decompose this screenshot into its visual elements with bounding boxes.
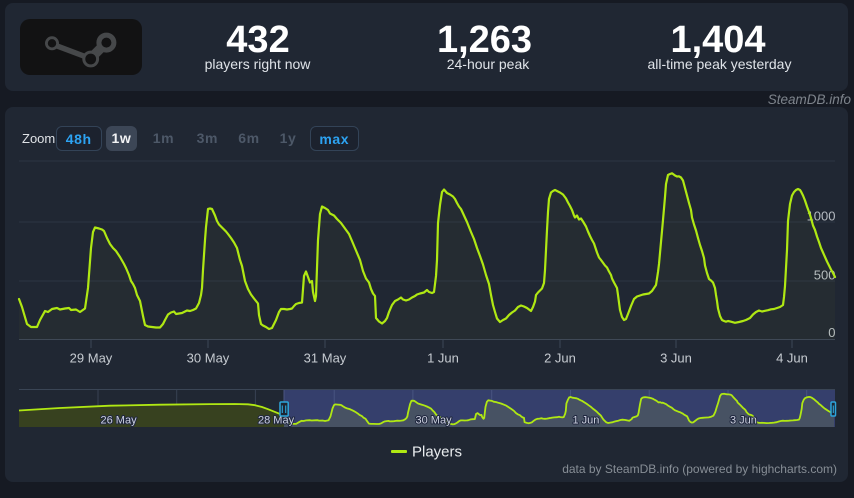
svg-text:31 May: 31 May (304, 351, 347, 366)
svg-text:28 May: 28 May (258, 415, 295, 427)
svg-text:29 May: 29 May (70, 351, 113, 366)
svg-text:1 Jun: 1 Jun (427, 351, 459, 366)
svg-text:0: 0 (828, 325, 835, 340)
svg-text:26 May: 26 May (101, 415, 138, 427)
svg-text:30 May: 30 May (416, 415, 453, 427)
svg-text:1 Jun: 1 Jun (573, 415, 600, 427)
svg-text:3 Jun: 3 Jun (730, 415, 757, 427)
svg-text:3 Jun: 3 Jun (660, 351, 692, 366)
svg-text:2 Jun: 2 Jun (544, 351, 576, 366)
svg-text:30 May: 30 May (187, 351, 230, 366)
svg-text:1000: 1000 (807, 209, 836, 224)
svg-text:4 Jun: 4 Jun (776, 351, 808, 366)
svg-text:500: 500 (814, 268, 836, 283)
